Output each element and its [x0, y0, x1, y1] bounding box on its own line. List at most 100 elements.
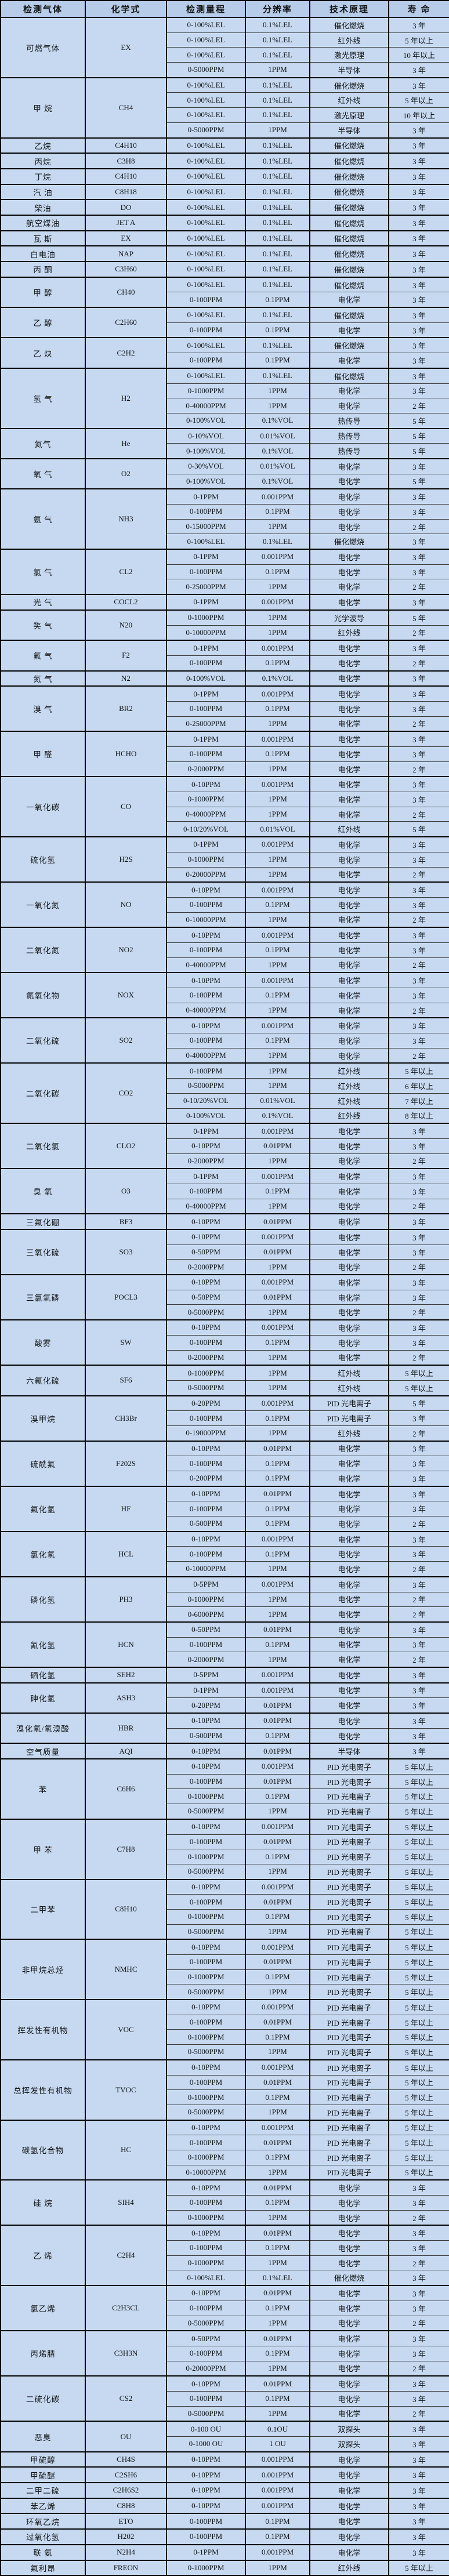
- range-cell: 0-40000PPM: [166, 398, 246, 413]
- resolution-cell: 0.1%LEL: [245, 16, 310, 33]
- table-row: 0-100PPM 0.1PPM 电化学 3 年: [1, 564, 449, 580]
- range-cell: 0-1000 OU: [166, 2436, 246, 2452]
- lifespan-cell: 2 年: [388, 2209, 449, 2226]
- gas-name-cell: 氯乙烯: [0, 2285, 86, 2331]
- gas-name-cell: 硒化氢: [0, 1666, 86, 1684]
- resolution-cell: 1PPM: [245, 806, 310, 822]
- range-cell: 0-1000PPM: [166, 1591, 246, 1608]
- range-cell: 0-100PPM: [166, 1033, 246, 1048]
- range-cell: 0-100PPM: [166, 2195, 246, 2211]
- principle-cell: 电化学: [309, 1244, 389, 1260]
- resolution-cell: 0.1PPM: [245, 564, 310, 580]
- range-cell: 0-10PPM: [166, 1319, 246, 1336]
- table-row: 0-40000PPM 1PPM 电化学 2 年: [1, 1002, 449, 1018]
- range-cell: 0-10000PPM: [166, 625, 246, 641]
- table-row: 总挥发性有机物 TVOC 0-10PPM 0.001PPM PID 光电离子 5 年以上: [0, 2059, 449, 2121]
- lifespan-cell: 3 年: [388, 1334, 449, 1351]
- resolution-cell: 0.001PPM: [245, 836, 310, 852]
- table-row: 0-100PPM 0.1PPM 电化学 3 年: [1, 1033, 449, 1048]
- range-cell: 0-100PPM: [166, 1062, 246, 1079]
- range-cell: 0-25000PPM: [166, 579, 246, 595]
- lifespan-cell: 3 年: [388, 836, 449, 852]
- principle-cell: PID 光电离子: [309, 1939, 389, 1955]
- lifespan-cell: 5 年以上: [388, 2014, 449, 2030]
- range-cell: 0-5000PPM: [166, 122, 246, 139]
- range-cell: 0-1000PPM: [166, 1365, 246, 1381]
- lifespan-cell: 5 年以上: [388, 1878, 449, 1895]
- principle-cell: 电化学: [309, 2513, 389, 2530]
- gas-name-cell: 氦气: [0, 427, 86, 459]
- lifespan-cell: 5 年以上: [388, 92, 449, 108]
- table-row: 甲 醇 CH40 0-100%LEL 0.1%LEL 催化燃烧 3 年: [0, 276, 449, 308]
- lifespan-cell: 2 年: [388, 1516, 449, 1532]
- formula-cell: BF3: [85, 1213, 167, 1230]
- table-row: 0-100PPM 0.1PPM 电化学 3 年: [1, 2345, 449, 2361]
- principle-cell: PID 光电离子: [309, 1894, 389, 1910]
- table-row: 丙烷 C3H8 0-100%LEL 0.1%LEL 催化燃烧 3 年: [0, 153, 449, 169]
- lifespan-cell: 3 年: [388, 1485, 449, 1502]
- lifespan-cell: 2 年: [388, 2315, 449, 2331]
- principle-cell: 电化学: [309, 2375, 389, 2392]
- resolution-cell: 1PPM: [245, 383, 310, 399]
- resolution-cell: 0.001PPM: [245, 2119, 310, 2136]
- lifespan-cell: 3 年: [388, 1637, 449, 1653]
- formula-cell: C2SH6: [85, 2466, 167, 2483]
- resolution-cell: 1PPM: [245, 1198, 310, 1214]
- resolution-cell: 0.001PPM: [245, 549, 310, 565]
- formula-cell: C3H8: [85, 153, 167, 169]
- formula-cell: N20: [85, 609, 167, 641]
- lifespan-cell: 2 年: [388, 1425, 449, 1442]
- table-row: 挥发性有机物 VOC 0-10PPM 0.001PPM PID 光电离子 5 年以上: [0, 1999, 449, 2060]
- table-row: 氟化氢 HF 0-10PPM 0.01PPM 电化学 3 年: [0, 1485, 449, 1532]
- gas-name-cell: 二氧化氯: [0, 1123, 86, 1169]
- formula-cell: SF6: [85, 1365, 167, 1396]
- resolution-cell: 0.01PPM: [245, 1440, 310, 1457]
- range-cell: 0-1000PPM: [166, 2149, 246, 2165]
- principle-cell: 电化学: [309, 2330, 389, 2346]
- principle-cell: PID 光电离子: [309, 2074, 389, 2091]
- principle-cell: 红外线: [309, 2559, 389, 2576]
- table-row: 0-2000PPM 1PPM 电化学 2 年: [1, 1259, 449, 1275]
- table-row: 0-40000PPM 1PPM 电化学 2 年: [1, 806, 449, 822]
- table-row: 氮氧化物 NOX 0-10PPM 0.001PPM 电化学 3 年: [0, 972, 449, 1018]
- lifespan-cell: 3 年: [388, 1274, 449, 1290]
- resolution-cell: 1PPM: [245, 2559, 310, 2576]
- table-row: 0-5000PPM 1PPM 红外线 6 年以上: [1, 1078, 449, 1094]
- resolution-cell: 0.1%VOL: [245, 412, 310, 429]
- gas-name-cell: 二甲苯: [0, 1878, 86, 1940]
- lifespan-cell: 3 年: [388, 776, 449, 793]
- resolution-cell: 1PPM: [245, 398, 310, 413]
- table-row: 0-5000PPM 1PPM 电化学 2 年: [1, 2406, 449, 2422]
- range-cell: 0-100PPM: [166, 1954, 246, 1970]
- resolution-cell: 0.1PPM: [245, 988, 310, 1003]
- resolution-cell: 0.001PPM: [245, 1319, 310, 1336]
- table-row: 甲 烷 CH4 0-100%LEL 0.1%LEL 催化燃烧 3 年: [0, 77, 449, 138]
- range-cell: 0-10PPM: [166, 2375, 246, 2392]
- principle-cell: 电化学: [309, 1274, 389, 1290]
- gas-name-cell: 乙烷: [0, 137, 86, 154]
- resolution-cell: 1PPM: [245, 1591, 310, 1608]
- table-row: 0-100PPM 0.01PPM PID 光电离子 5 年以上: [1, 1894, 449, 1910]
- resolution-cell: 0.01PPM: [245, 1954, 310, 1970]
- lifespan-cell: 3 年: [388, 1666, 449, 1684]
- table-row: 0-15000PPM 1PPM 电化学 2 年: [1, 518, 449, 535]
- resolution-cell: 0.01PPM: [245, 1697, 310, 1714]
- resolution-cell: 1PPM: [245, 912, 310, 928]
- range-cell: 0-10PPM: [166, 1440, 246, 1457]
- principle-cell: PID 光电离子: [309, 2135, 389, 2150]
- range-cell: 0-100%VOL: [166, 443, 246, 459]
- range-cell: 0-100%LEL: [166, 77, 246, 93]
- range-cell: 0-20PPM: [166, 1697, 246, 1714]
- lifespan-cell: 8 年以上: [388, 1108, 449, 1124]
- gas-name-cell: 三氧化硫: [0, 1228, 86, 1275]
- gas-name-cell: 丁烷: [0, 168, 86, 185]
- resolution-cell: 0.01PPM: [245, 1834, 310, 1850]
- resolution-cell: 0.001PPM: [245, 1666, 310, 1684]
- range-cell: 0-10PPM: [166, 2285, 246, 2301]
- lifespan-cell: 5 年以上: [388, 1969, 449, 1985]
- principle-cell: 电化学: [309, 1168, 389, 1184]
- table-row: 笑 气 N20 0-1000PPM 1PPM 光学波导 5 年: [0, 609, 449, 641]
- table-row: 氰化氢 HCN 0-50PPM 0.01PPM 电化学 3 年: [0, 1621, 449, 1668]
- formula-cell: C8H8: [85, 2497, 167, 2514]
- table-row: 非甲烷总烃 NMHC 0-10PPM 0.001PPM PID 光电离子 5 年以上: [0, 1939, 449, 2000]
